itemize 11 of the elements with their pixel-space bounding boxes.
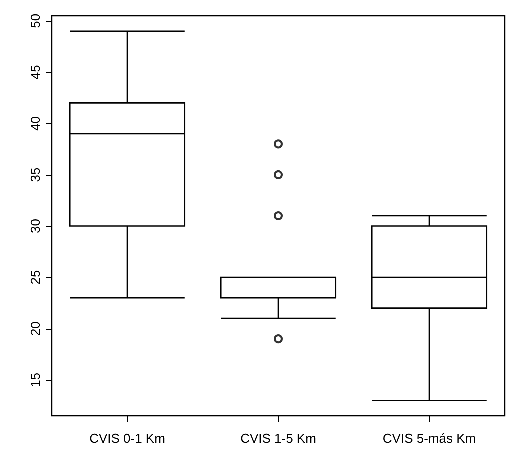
y-tick-label: 20 [28,322,43,336]
y-tick-label: 25 [28,270,43,285]
x-tick-label: CVIS 0-1 Km [90,431,166,446]
y-tick-label: 30 [28,219,43,234]
x-tick-label: CVIS 1-5 Km [240,431,316,446]
x-tick-label: CVIS 5-más Km [382,431,476,446]
y-tick-label: 50 [28,14,43,28]
y-tick-label: 40 [28,116,43,131]
y-tick-label: 35 [28,168,43,182]
y-tick-label: 45 [28,65,43,80]
y-tick-label: 15 [28,372,43,388]
